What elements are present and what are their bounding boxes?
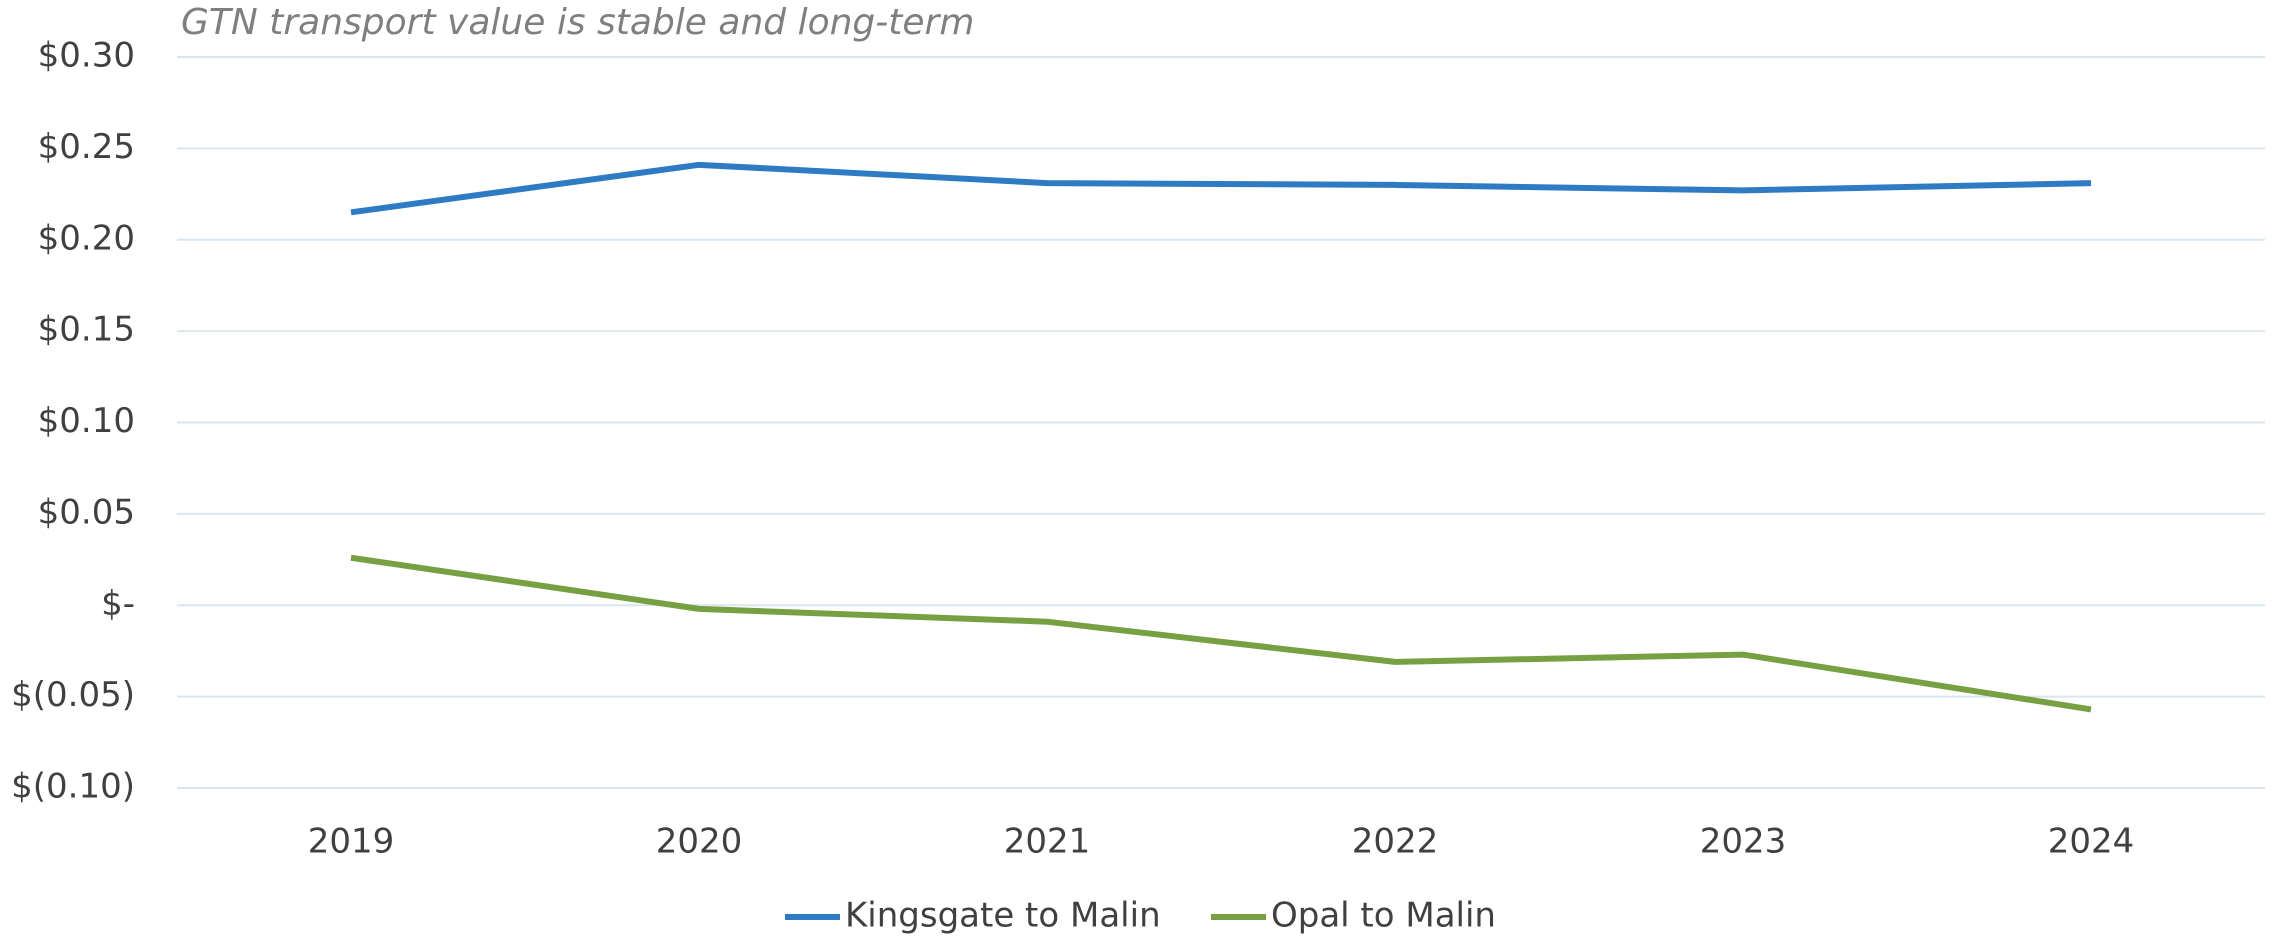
- chart-title: GTN transport value is stable and long-t…: [181, 2, 974, 43]
- y-tick-label: $0.20: [38, 218, 135, 258]
- line-series: [350, 554, 2092, 713]
- x-tick-label: 2020: [656, 822, 743, 862]
- x-tick-label: 2021: [1004, 822, 1091, 862]
- x-tick-label: 2024: [2048, 822, 2135, 862]
- y-tick-label: $0.05: [38, 492, 135, 532]
- y-tick-label: $(0.05): [11, 675, 135, 715]
- legend-label: Kingsgate to Malin: [845, 896, 1161, 936]
- line-series: [350, 161, 2092, 216]
- y-tick-label: $0.25: [38, 127, 135, 167]
- x-tick-label: 2019: [308, 822, 395, 862]
- y-tick-label: $0.15: [38, 310, 135, 350]
- y-tick-label: $(0.10): [11, 767, 135, 807]
- y-tick-label: $0.10: [38, 401, 135, 441]
- y-tick-label: $0.30: [38, 36, 135, 76]
- x-tick-label: 2022: [1352, 822, 1439, 862]
- legend-label: Opal to Malin: [1271, 896, 1496, 936]
- x-tick-label: 2023: [1700, 822, 1787, 862]
- y-tick-label: $-: [101, 584, 135, 624]
